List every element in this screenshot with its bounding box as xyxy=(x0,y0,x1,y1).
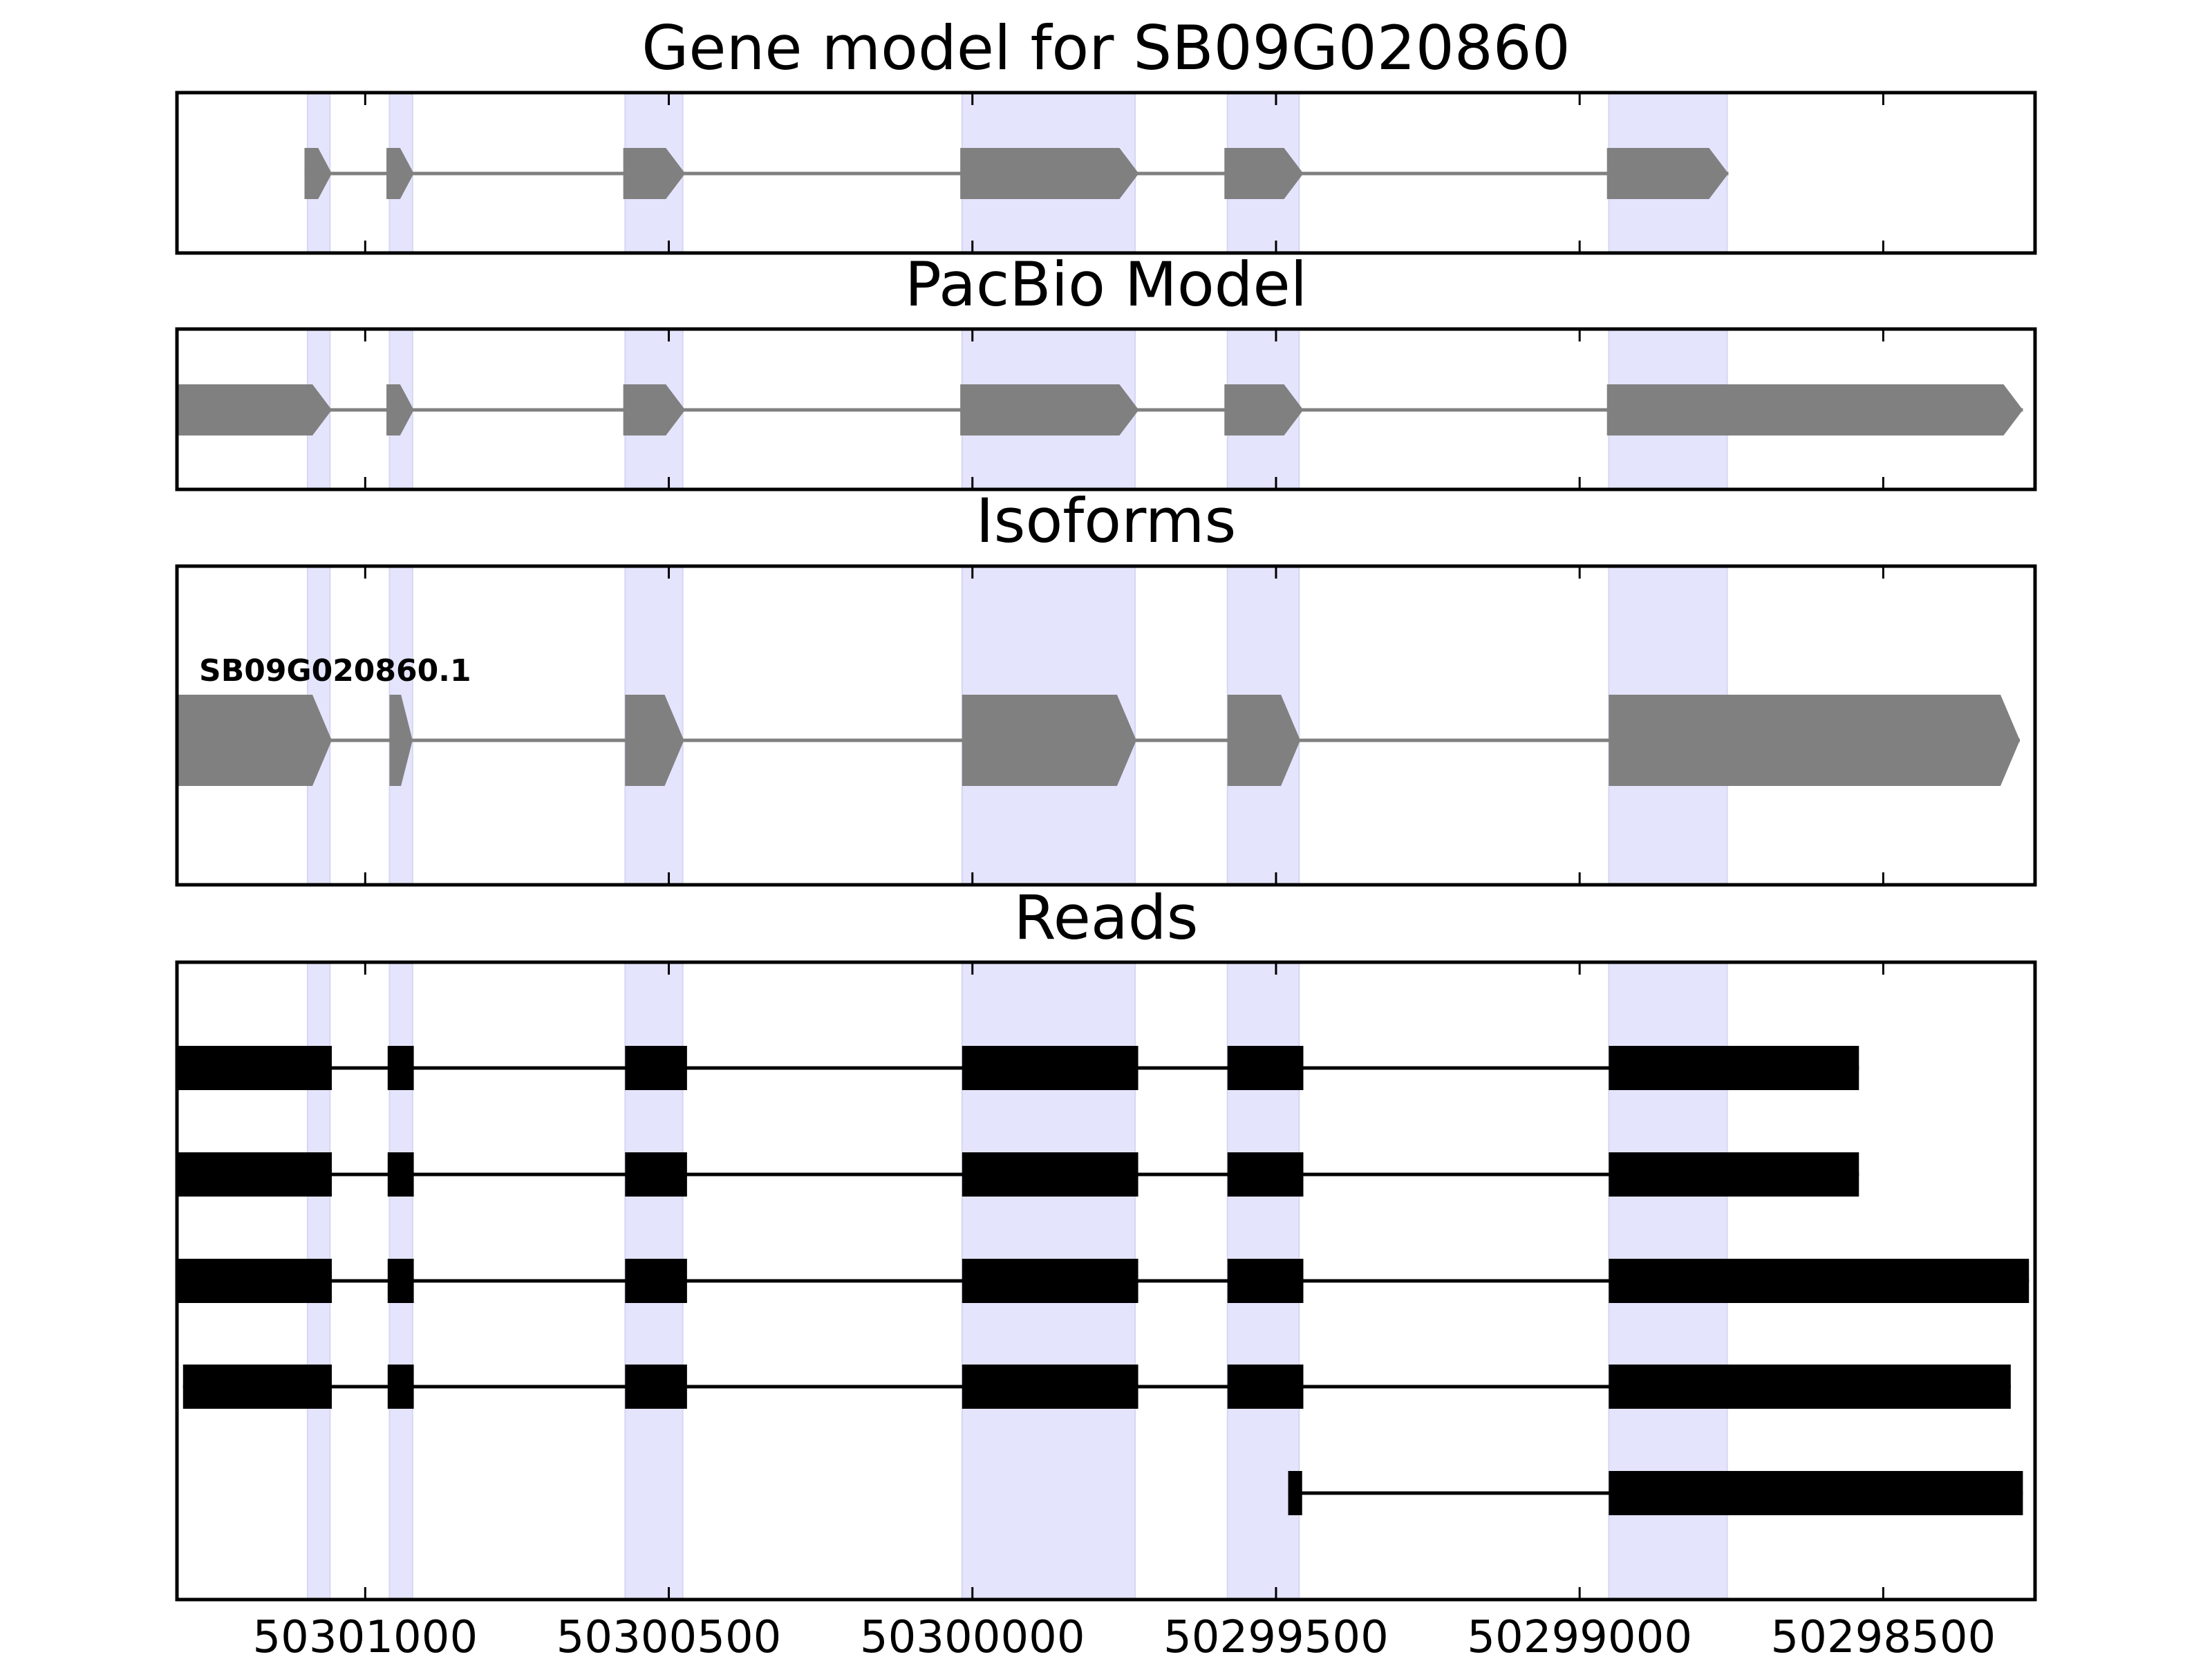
exon-arrow xyxy=(1606,148,1729,199)
panel-content xyxy=(304,93,1729,253)
panel-track-3: Isoforms SB09G020860.1 xyxy=(175,485,2037,887)
exon-arrow xyxy=(1224,384,1304,435)
read-block xyxy=(962,1365,1138,1409)
exon-arrow xyxy=(1606,384,2023,435)
read-block xyxy=(182,1365,332,1409)
exon-arrow xyxy=(960,148,1139,199)
read-block xyxy=(1609,1152,1859,1197)
exon-arrow xyxy=(1224,148,1304,199)
exon-arrow xyxy=(389,695,413,786)
panel-title: PacBio Model xyxy=(905,249,1307,320)
x-tick-label: 50299500 xyxy=(1163,1612,1389,1659)
read-block xyxy=(962,1046,1138,1090)
read-block xyxy=(1227,1152,1304,1197)
exon-arrow xyxy=(962,695,1136,786)
read-block xyxy=(625,1365,687,1409)
exon-arrow xyxy=(623,384,686,435)
read-block xyxy=(1609,1046,1859,1090)
read-block xyxy=(1227,1259,1304,1303)
panel-title: Reads xyxy=(1014,882,1199,953)
read-block xyxy=(1227,1046,1304,1090)
read-block xyxy=(625,1152,687,1197)
panel-reads: Reads xyxy=(175,882,2037,1602)
read-block xyxy=(387,1365,414,1409)
read-block xyxy=(1609,1365,2011,1409)
x-tick-label: 50301000 xyxy=(252,1612,478,1659)
exon-arrow xyxy=(960,384,1139,435)
isoform-label: SB09G020860.1 xyxy=(199,653,471,688)
panel-title: Isoforms xyxy=(976,485,1237,556)
read-block xyxy=(177,1259,332,1303)
read-block xyxy=(625,1259,687,1303)
read-block xyxy=(387,1152,414,1197)
exon-arrow xyxy=(625,695,684,786)
read-block xyxy=(1609,1259,2030,1303)
exon-arrow xyxy=(386,148,414,199)
exon-arrow xyxy=(177,384,332,435)
read-block xyxy=(1609,1471,2023,1515)
x-tick-label: 50298500 xyxy=(1771,1612,1996,1659)
read-block xyxy=(962,1152,1138,1197)
exon-arrow xyxy=(1227,695,1301,786)
exon-arrow xyxy=(386,384,414,435)
exon-arrow xyxy=(304,148,332,199)
panel-frame xyxy=(175,91,2037,255)
exon-arrow xyxy=(1609,695,2021,786)
read-block xyxy=(1227,1365,1304,1409)
read-block xyxy=(177,1152,332,1197)
panel-frame xyxy=(175,564,2037,887)
panel-content xyxy=(177,329,2023,489)
read-block xyxy=(177,1046,332,1090)
read-block xyxy=(1288,1471,1302,1515)
x-tick-label: 50300000 xyxy=(860,1612,1085,1659)
exon-arrow xyxy=(623,148,686,199)
panel-frame xyxy=(175,327,2037,491)
read-block xyxy=(387,1259,414,1303)
read-block xyxy=(387,1046,414,1090)
read-block xyxy=(962,1259,1138,1303)
exon-arrow xyxy=(177,695,332,786)
read-block xyxy=(625,1046,687,1090)
panel-track-1: Gene model for SB09G020860 xyxy=(175,12,2037,255)
panel-frame xyxy=(175,960,2037,1602)
panel-content xyxy=(177,962,2030,1600)
panel-title: Gene model for SB09G020860 xyxy=(641,12,1571,84)
panel-track-2: PacBio Model xyxy=(175,249,2037,491)
x-tick-label: 50300500 xyxy=(556,1612,782,1659)
panel-content xyxy=(177,566,2021,885)
x-tick-label: 50299000 xyxy=(1467,1612,1692,1659)
